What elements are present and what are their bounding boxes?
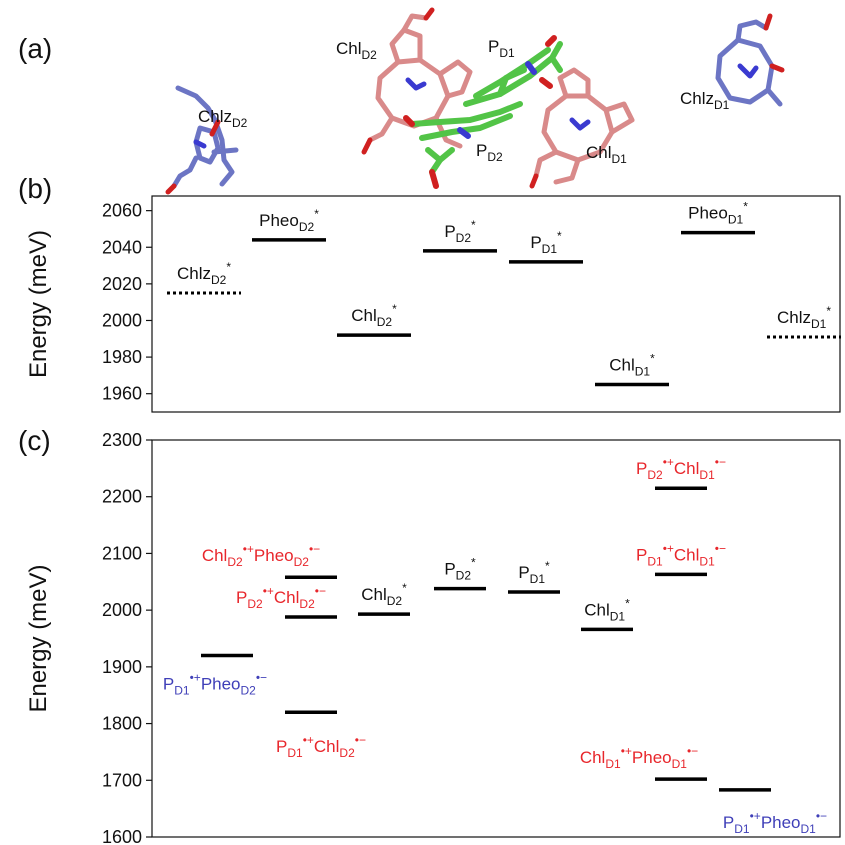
structure-label-chl-d2: ChlD2: [336, 39, 377, 62]
panel-b-chart: 1960 1980 2000 2020 2040 2060 Energy (meV) Chlz…: [25, 195, 841, 413]
level-label-chld2-cation-pheod2-anion: ChlD2•+PheoD2•−: [202, 542, 320, 569]
level-label-chld2-star: ChlD2*: [351, 302, 397, 329]
panel-c-chart: 1600 1700 1800 1900 2000 2100 2200 2300 Energy (…: [25, 430, 841, 845]
panel-label-a: (a): [18, 33, 52, 64]
structure-label-chlz-d1: ChlzD1: [680, 89, 730, 112]
panel-b-ytick-label: 2060: [102, 201, 142, 221]
level-label-pd1-cation-chld2-anion: PD1•+ChlD2•−: [276, 733, 366, 760]
p-d2-structure: [403, 101, 523, 189]
panel-c-ytick-label: 1600: [102, 827, 142, 845]
panel-c-ytick-label: 2000: [102, 600, 142, 620]
level-label-pd2-cation-chld1-anion: PD2•+ChlD1•−: [636, 455, 726, 482]
level-label-pd1-cation-pheod2-anion: PD1•+PheoD2•−: [163, 671, 267, 698]
panel-b-ytick-label: 2020: [102, 274, 142, 294]
level-label-pd1-star: PD1*: [530, 229, 562, 256]
level-label-chld2-star: ChlD2*: [361, 581, 407, 608]
panel-b-ytick-label: 2000: [102, 310, 142, 330]
level-label-chld1-star: ChlD1*: [609, 352, 655, 379]
panel-label-b: (b): [18, 173, 52, 204]
panel-b-frame: [151, 195, 841, 413]
panel-b-y-axis-title: Energy (meV): [25, 230, 52, 378]
structure-label-p-d2: PD2: [476, 141, 503, 164]
level-label-pd1-star: PD1*: [518, 559, 550, 586]
panel-c-ytick-label: 2100: [102, 543, 142, 563]
molecular-structures: ChlzD2 ChlD2 PD1 PD2 ChlD1 ChlzD1: [165, 7, 785, 195]
chlz-d2-structure: [165, 85, 239, 195]
panel-c-y-axis-title: Energy (meV): [25, 564, 52, 712]
level-label-chlzd1-star: ChlzD1*: [777, 304, 831, 331]
chl-d2-structure: [361, 7, 473, 155]
structure-label-chlz-d2: ChlzD2: [198, 107, 248, 130]
level-label-pd1-cation-pheod1-anion: PD1•+PheoD1•−: [723, 809, 827, 836]
level-label-chld1-star: ChlD1*: [584, 596, 630, 623]
level-label-pheod2-star: PheoD2*: [259, 207, 319, 234]
panel-c-ytick-label: 2300: [102, 430, 142, 450]
panel-c-frame: [151, 439, 841, 838]
level-label-pd2-cation-chld2-anion: PD2•+ChlD2•−: [236, 584, 326, 611]
level-label-chlzd2-star: ChlzD2*: [177, 260, 231, 287]
panel-b-ytick-label: 2040: [102, 237, 142, 257]
level-label-pd2-star: PD2*: [444, 556, 476, 583]
panel-b-ytick-label: 1960: [102, 384, 142, 404]
panel-c-ytick-label: 1900: [102, 657, 142, 677]
level-label-chld1-cation-pheod1-anion: ChlD1•+PheoD1•−: [580, 744, 698, 771]
p-d1-structure: [463, 35, 563, 107]
panel-c-ytick-label: 1800: [102, 714, 142, 734]
level-label-pheod1-star: PheoD1*: [688, 200, 748, 227]
level-label-pd2-star: PD2*: [444, 218, 476, 245]
panel-label-c: (c): [18, 425, 51, 456]
structure-label-p-d1: PD1: [488, 37, 515, 60]
chlz-d1-structure: [715, 13, 785, 107]
level-label-pd1-cation-chld1-anion: PD1•+ChlD1•−: [636, 541, 726, 568]
panel-c-ytick-label: 1700: [102, 770, 142, 790]
structure-label-chl-d1: ChlD1: [586, 143, 627, 166]
chl-d1-structure: [529, 67, 635, 189]
panel-c-ytick-label: 2200: [102, 487, 142, 507]
panel-b-ytick-label: 1980: [102, 347, 142, 367]
